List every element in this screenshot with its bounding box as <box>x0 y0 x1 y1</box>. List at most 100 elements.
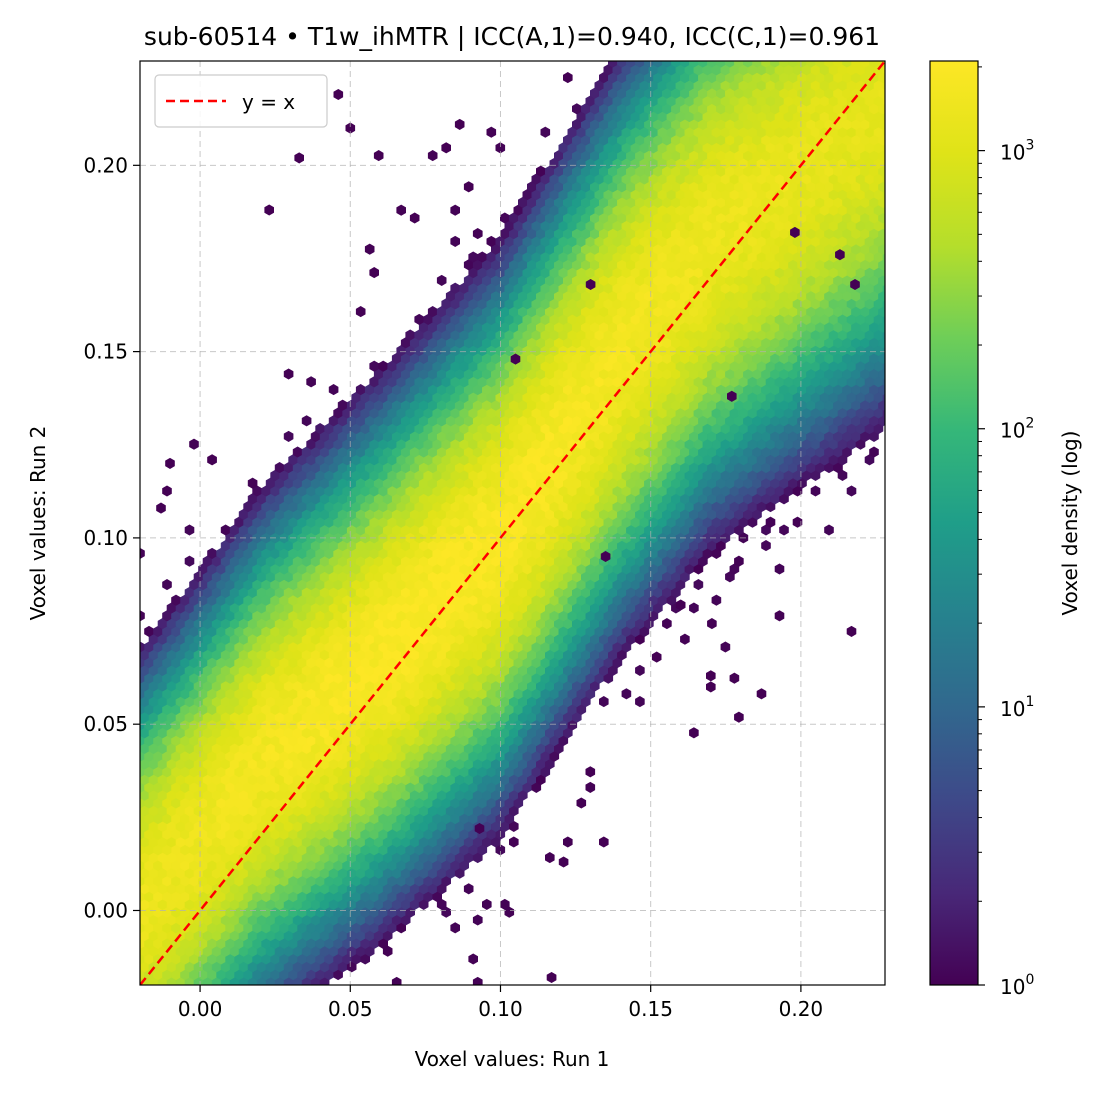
plot-area <box>127 60 897 995</box>
hexbin-cell <box>140 651 141 658</box>
hexbin-cell <box>468 251 479 263</box>
hexbin-cell <box>175 984 177 985</box>
hexbin-cell <box>689 727 699 739</box>
hexbin-cell <box>306 376 316 388</box>
hexbin-cell <box>127 767 136 777</box>
hexbin-cell <box>184 555 195 567</box>
hexbin-cell <box>888 400 897 410</box>
hexbin-cell <box>140 839 141 845</box>
hexbin-cell <box>635 664 645 676</box>
hexbin-cell <box>283 368 294 380</box>
hexbin-cell <box>355 384 366 396</box>
hexbin-cell <box>140 761 141 767</box>
hexbin-cell <box>140 683 141 689</box>
hexbin-cell <box>140 807 141 814</box>
hexbin-cell <box>369 360 380 372</box>
hexbin-cell <box>127 657 136 667</box>
hexbin-cell <box>468 953 479 965</box>
hexbin-cell <box>499 898 510 910</box>
hexbin-cell <box>378 360 389 372</box>
hexbin-cell <box>127 782 136 792</box>
hexbin-cell <box>274 462 285 474</box>
hexbin-cell <box>734 711 744 723</box>
hexbin-cell <box>148 984 150 985</box>
hexbin-cell <box>888 213 897 223</box>
hexbin-cell <box>140 714 141 721</box>
hexbin-cell <box>319 984 321 985</box>
hexbin-cell <box>274 984 276 985</box>
hexbin-cell <box>127 954 136 964</box>
hexbin-cell <box>481 898 492 910</box>
hexbin-cell <box>207 454 217 466</box>
hexbin-cell <box>127 985 136 995</box>
hexbin-cell <box>450 282 461 294</box>
hexbin-cell <box>229 984 231 985</box>
hexbin-cell <box>256 984 258 985</box>
hexbin-cell <box>292 446 303 458</box>
hexbin-cell <box>621 688 632 700</box>
hexbin-cell <box>157 984 159 985</box>
hexbin-cell <box>544 852 555 864</box>
hexbin-cell <box>220 524 231 536</box>
hexbin-cell <box>436 274 447 286</box>
hexbin-cell <box>162 485 172 497</box>
hexbin-cell <box>140 948 141 955</box>
hexbin-cell <box>598 696 609 708</box>
hexbin-cell <box>364 243 375 255</box>
hexbin-cell <box>140 610 145 622</box>
hexbin-cell <box>140 745 141 752</box>
hexbin-cell <box>140 917 141 923</box>
hexbin-cell <box>140 932 141 939</box>
hexbin-cell <box>189 438 199 450</box>
hexbin-cell <box>486 235 497 247</box>
hexbin-cell <box>207 547 217 559</box>
hexbin-cell <box>720 641 731 653</box>
hexbin-cell <box>140 823 141 830</box>
hexbin-cell <box>391 976 402 985</box>
hexbin-cell <box>463 883 474 895</box>
hexbin-cell <box>477 251 488 263</box>
hexbin-cell <box>127 689 136 699</box>
hexbin-cell <box>576 797 587 809</box>
hexbin-cell <box>774 563 785 575</box>
hexbin-cell <box>635 696 645 708</box>
hexbin-cell <box>127 813 136 823</box>
hexbin-cell <box>846 485 857 497</box>
hexbin-cell <box>450 235 461 247</box>
hexbin-cell <box>127 735 136 745</box>
hexbin-cell <box>265 984 267 985</box>
hexbin-cell <box>171 594 181 606</box>
hexbin-cell <box>247 477 258 489</box>
hexbin-cell <box>693 579 704 591</box>
hexbin-cell <box>888 275 897 285</box>
hexbin-cell <box>824 524 834 536</box>
hexbin-cell <box>756 688 767 700</box>
hexbin-cell <box>888 353 897 363</box>
hexbin-cell <box>310 984 312 985</box>
hexbin-cell <box>328 384 339 396</box>
hexbin-cell <box>283 430 294 442</box>
hexbin-cell <box>301 415 312 427</box>
hexbin-cell <box>127 876 136 886</box>
hexbin-cell <box>127 829 136 839</box>
hexbin-cell <box>846 625 857 637</box>
hexbin-cell <box>405 329 416 341</box>
hexbin-cell <box>689 602 699 614</box>
chart-title: sub-60514 • T1w_ihMTR | ICC(A,1)=0.940, … <box>144 22 880 51</box>
hexbin-cell <box>283 984 285 985</box>
hexbin-cell <box>238 984 240 985</box>
hexbin-cell <box>184 984 186 985</box>
hexbin-cell <box>127 860 136 870</box>
hexbin-cell <box>355 306 366 318</box>
hexbin-cell <box>140 870 141 877</box>
hexbin-cell <box>162 579 172 591</box>
hexbin-cell <box>127 751 136 761</box>
hexbin-cell <box>810 485 821 497</box>
hexbin-cell <box>144 625 154 637</box>
hexbin-cell <box>193 984 195 985</box>
hexbin-cell <box>140 885 141 892</box>
hexbin-cell <box>140 984 141 985</box>
hexbin-cell <box>888 416 897 426</box>
hexbin-cell <box>247 984 249 985</box>
